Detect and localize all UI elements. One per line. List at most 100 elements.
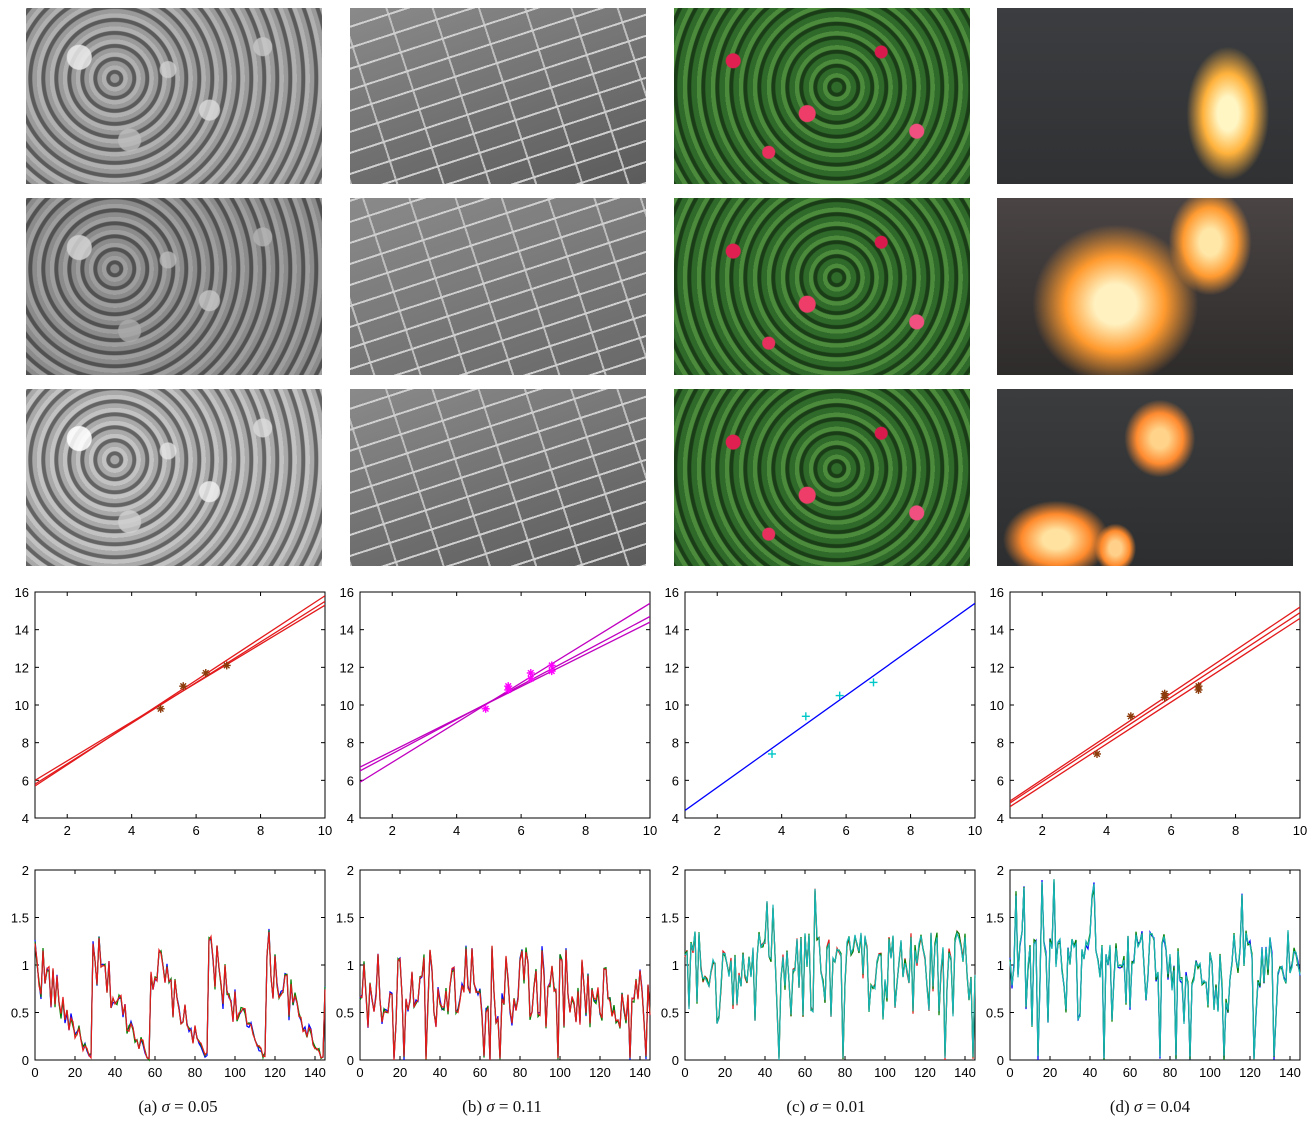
line-x-tick-label: 60 xyxy=(473,1065,487,1080)
line-x-tick-label: 20 xyxy=(1043,1065,1057,1080)
scatter-y-tick-label: 6 xyxy=(347,773,354,788)
scatter-y-tick-label: 8 xyxy=(672,736,679,751)
scatter-y-tick-label: 4 xyxy=(347,811,354,826)
data-point xyxy=(547,661,556,670)
texture-frame-a1 xyxy=(26,8,322,184)
line-y-tick-label: 1.5 xyxy=(336,911,354,926)
line-chart-a: 0 20 40 60 80 100 120 140 0 0.5 1 1.5 2 xyxy=(11,863,326,1080)
scatter-x-tick-label: 6 xyxy=(1167,823,1174,838)
data-point xyxy=(526,668,535,677)
scatter-x-tick-label: 10 xyxy=(1293,823,1307,838)
line-x-tick-label: 100 xyxy=(1199,1065,1221,1080)
series-line xyxy=(34,931,326,1060)
scatter-x-tick-label: 8 xyxy=(1232,823,1239,838)
scatter-y-tick-label: 10 xyxy=(15,698,29,713)
line-x-tick-label: 100 xyxy=(224,1065,246,1080)
line-chart-c: 0 20 40 60 80 100 120 140 0 0.5 1 1.5 2 xyxy=(661,863,976,1080)
scatter-y-tick-label: 4 xyxy=(672,811,679,826)
scatter-y-tick-label: 12 xyxy=(665,660,679,675)
scatter-x-tick-label: 6 xyxy=(517,823,524,838)
scatter-y-tick-label: 16 xyxy=(665,585,679,600)
data-point xyxy=(222,661,231,670)
series-line xyxy=(1009,879,1301,1059)
line-x-tick-label: 80 xyxy=(1163,1065,1177,1080)
line-x-tick-label: 40 xyxy=(108,1065,122,1080)
line-x-tick-label: 120 xyxy=(589,1065,611,1080)
scatter-chart-b: 2 4 6 8 10 4 6 8 10 12 14 16 xyxy=(340,585,658,838)
line-x-tick-label: 20 xyxy=(718,1065,732,1080)
scatter-y-tick-label: 14 xyxy=(340,623,354,638)
scatter-y-tick-label: 8 xyxy=(997,736,1004,751)
caption-a: (a) σ = 0.05 xyxy=(28,1097,328,1117)
scatter-x-tick-label: 8 xyxy=(582,823,589,838)
scatter-y-tick-label: 12 xyxy=(990,660,1004,675)
line-y-tick-label: 0.5 xyxy=(661,1006,679,1021)
scatter-y-tick-label: 8 xyxy=(347,736,354,751)
regression-line xyxy=(35,604,325,781)
line-x-tick-label: 20 xyxy=(68,1065,82,1080)
texture-frame-d1 xyxy=(997,8,1293,184)
data-point xyxy=(1093,749,1101,758)
data-point xyxy=(1160,689,1169,698)
line-x-tick-label: 120 xyxy=(264,1065,286,1080)
caption-d-sigma: σ xyxy=(1133,1097,1143,1116)
texture-frame-c3 xyxy=(674,389,970,566)
scatter-y-tick-label: 6 xyxy=(997,773,1004,788)
regression-line xyxy=(1010,606,1300,802)
scatter-y-tick-label: 10 xyxy=(990,698,1004,713)
regression-line xyxy=(1010,617,1300,808)
line-x-tick-label: 120 xyxy=(1239,1065,1261,1080)
caption-d-prefix: (d) xyxy=(1109,1097,1134,1116)
data-point-stroke xyxy=(157,705,164,713)
scatter-axes-frame xyxy=(359,591,651,819)
scatter-y-tick-label: 14 xyxy=(665,623,679,638)
series-line xyxy=(684,888,976,1061)
scatter-x-tick-label: 10 xyxy=(968,823,982,838)
regression-line xyxy=(360,615,650,772)
line-x-tick-label: 80 xyxy=(838,1065,852,1080)
data-point-stroke xyxy=(527,675,535,682)
scatter-x-tick-label: 2 xyxy=(64,823,71,838)
scatter-y-tick-label: 4 xyxy=(997,811,1004,826)
texture-frame-b3 xyxy=(350,389,646,566)
line-x-tick-label: 140 xyxy=(629,1065,651,1080)
caption-b-sigma: σ xyxy=(486,1097,495,1116)
caption-a-sigma: σ xyxy=(161,1097,170,1116)
line-x-tick-label: 80 xyxy=(188,1065,202,1080)
scatter-y-tick-label: 6 xyxy=(22,773,29,788)
scatter-y-tick-label: 8 xyxy=(22,736,29,751)
data-point-stroke xyxy=(179,682,187,690)
line-x-tick-label: 140 xyxy=(1279,1065,1301,1080)
scatter-axes-frame xyxy=(34,591,326,819)
data-point-stroke xyxy=(548,662,556,669)
scatter-y-tick-label: 16 xyxy=(15,585,29,600)
data-point-stroke xyxy=(504,682,512,690)
regression-line xyxy=(685,602,975,811)
line-y-tick-label: 2 xyxy=(347,863,354,878)
line-x-tick-label: 0 xyxy=(681,1065,688,1080)
data-point-stroke xyxy=(548,667,556,675)
scatter-x-tick-label: 8 xyxy=(257,823,264,838)
data-point xyxy=(768,749,776,758)
regression-line xyxy=(360,621,650,768)
regression-line xyxy=(1010,612,1300,804)
line-x-tick-label: 60 xyxy=(148,1065,162,1080)
scatter-y-tick-label: 16 xyxy=(990,585,1004,600)
data-point xyxy=(869,678,878,687)
texture-frame-a2 xyxy=(26,198,322,375)
line-x-tick-label: 120 xyxy=(914,1065,936,1080)
line-y-tick-label: 0 xyxy=(347,1053,354,1068)
line-y-tick-label: 1.5 xyxy=(11,911,29,926)
line-axes-frame xyxy=(34,869,326,1061)
caption-c: (c) σ = 0.01 xyxy=(676,1097,976,1117)
data-point-stroke xyxy=(482,705,489,713)
data-point-stroke xyxy=(202,669,210,677)
scatter-chart-a: 2 4 6 8 10 4 6 8 10 12 14 16 xyxy=(15,585,333,838)
caption-c-value: = 0.01 xyxy=(817,1097,866,1116)
line-x-tick-label: 60 xyxy=(798,1065,812,1080)
data-point xyxy=(1126,712,1135,721)
caption-c-sigma: σ xyxy=(809,1097,818,1116)
line-y-tick-label: 2 xyxy=(22,863,29,878)
series-line xyxy=(359,945,651,1061)
line-x-tick-label: 80 xyxy=(513,1065,527,1080)
